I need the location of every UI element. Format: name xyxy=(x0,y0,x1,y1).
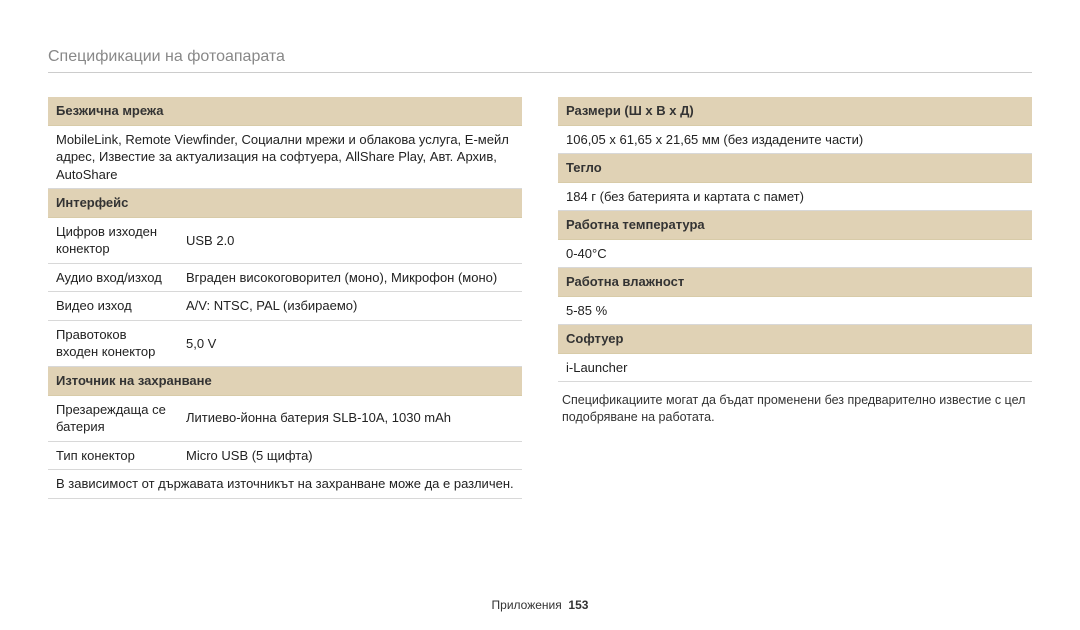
left-column: Безжична мрежаMobileLink, Remote Viewfin… xyxy=(48,97,522,499)
footer-page: 153 xyxy=(568,598,588,612)
cell-value: USB 2.0 xyxy=(178,217,522,263)
cell-value: 5,0 V xyxy=(178,320,522,366)
section-header: Софтуер xyxy=(558,325,1032,354)
right-column: Размери (Ш x В x Д)106,05 x 61,65 x 21,6… xyxy=(558,97,1032,499)
footer-section: Приложения xyxy=(492,598,562,612)
cell-full: MobileLink, Remote Viewfinder, Социални … xyxy=(48,125,522,189)
table-row: 0-40°C xyxy=(558,239,1032,268)
section-header: Работна температура xyxy=(558,211,1032,240)
cell-full: В зависимост от държавата източникът на … xyxy=(48,470,522,499)
cell-label: Цифров изходен конектор xyxy=(48,217,178,263)
table-row: Аудио вход/изходВграден високоговорител … xyxy=(48,263,522,292)
cell-full: 106,05 x 61,65 x 21,65 мм (без издаденит… xyxy=(558,125,1032,154)
cell-label: Тип конектор xyxy=(48,441,178,470)
section-header: Тегло xyxy=(558,154,1032,183)
columns: Безжична мрежаMobileLink, Remote Viewfin… xyxy=(48,97,1032,499)
table-row: 184 г (без батерията и картата с памет) xyxy=(558,182,1032,211)
section-header-cell: Тегло xyxy=(558,154,1032,183)
section-header-cell: Безжична мрежа xyxy=(48,97,522,125)
section-header: Безжична мрежа xyxy=(48,97,522,125)
table-row: В зависимост от държавата източникът на … xyxy=(48,470,522,499)
section-header-cell: Софтуер xyxy=(558,325,1032,354)
section-header: Размери (Ш x В x Д) xyxy=(558,97,1032,125)
section-header-cell: Интерфейс xyxy=(48,189,522,218)
table-row: Видео изходA/V: NTSC, PAL (избираемо) xyxy=(48,292,522,321)
cell-full: 5-85 % xyxy=(558,296,1032,325)
cell-value: Micro USB (5 щифта) xyxy=(178,441,522,470)
section-header: Източник на захранване xyxy=(48,367,522,396)
right-note: Спецификациите могат да бъдат променени … xyxy=(558,392,1032,426)
title-rule xyxy=(48,72,1032,73)
cell-value: Вграден високоговорител (моно), Микрофон… xyxy=(178,263,522,292)
cell-label: Аудио вход/изход xyxy=(48,263,178,292)
cell-value: A/V: NTSC, PAL (избираемо) xyxy=(178,292,522,321)
table-row: 106,05 x 61,65 x 21,65 мм (без издаденит… xyxy=(558,125,1032,154)
cell-label: Презареждаща се батерия xyxy=(48,395,178,441)
page: Спецификации на фотоапарата Безжична мре… xyxy=(0,0,1080,630)
table-row: Цифров изходен конекторUSB 2.0 xyxy=(48,217,522,263)
table-row: MobileLink, Remote Viewfinder, Социални … xyxy=(48,125,522,189)
left-spec-table: Безжична мрежаMobileLink, Remote Viewfin… xyxy=(48,97,522,499)
section-header-cell: Работна температура xyxy=(558,211,1032,240)
section-header: Интерфейс xyxy=(48,189,522,218)
section-header: Работна влажност xyxy=(558,268,1032,297)
table-row: Презареждаща се батерияЛитиево-йонна бат… xyxy=(48,395,522,441)
section-header-cell: Източник на захранване xyxy=(48,367,522,396)
section-header-cell: Размери (Ш x В x Д) xyxy=(558,97,1032,125)
right-spec-table: Размери (Ш x В x Д)106,05 x 61,65 x 21,6… xyxy=(558,97,1032,382)
table-row: Правотоков входен конектор5,0 V xyxy=(48,320,522,366)
cell-label: Видео изход xyxy=(48,292,178,321)
cell-label: Правотоков входен конектор xyxy=(48,320,178,366)
page-title: Спецификации на фотоапарата xyxy=(48,48,1032,66)
section-header-cell: Работна влажност xyxy=(558,268,1032,297)
cell-full: 184 г (без батерията и картата с памет) xyxy=(558,182,1032,211)
footer: Приложения 153 xyxy=(0,598,1080,612)
table-row: i-Launcher xyxy=(558,353,1032,382)
cell-value: Литиево-йонна батерия SLB-10A, 1030 mAh xyxy=(178,395,522,441)
table-row: 5-85 % xyxy=(558,296,1032,325)
cell-full: 0-40°C xyxy=(558,239,1032,268)
table-row: Тип конекторMicro USB (5 щифта) xyxy=(48,441,522,470)
cell-full: i-Launcher xyxy=(558,353,1032,382)
